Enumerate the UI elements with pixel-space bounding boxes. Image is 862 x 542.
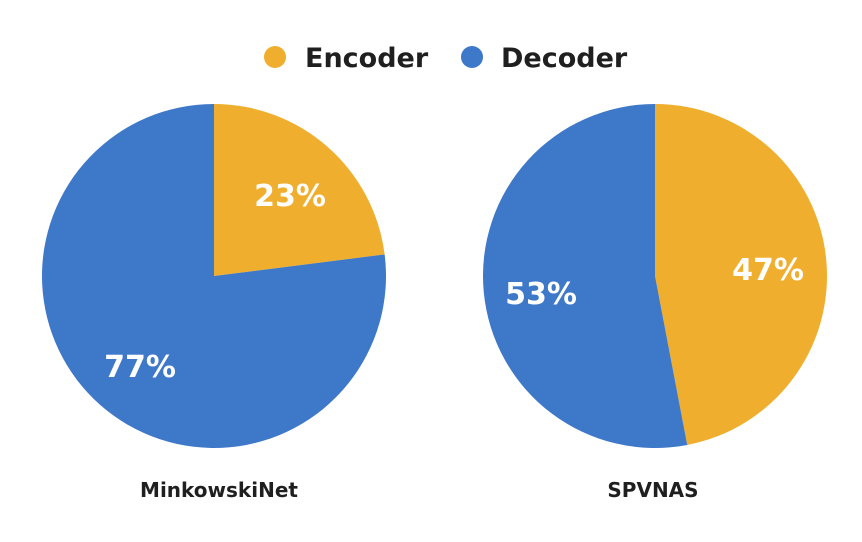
legend-label-encoder: Encoder — [305, 43, 429, 74]
pie-slice-encoder — [214, 104, 385, 276]
pie-slice-decoder — [482, 104, 688, 448]
legend-swatch-decoder — [461, 46, 483, 68]
legend-label-decoder: Decoder — [501, 43, 628, 74]
pie-chart-minkowskinet: 23% 77% — [41, 104, 386, 448]
chart-title-spvnas: SPVNAS — [607, 478, 698, 502]
slice-label-encoder: 47% — [732, 253, 804, 288]
slice-label-decoder: 77% — [104, 350, 176, 385]
pie-slice-decoder — [41, 104, 386, 448]
slice-label-decoder: 53% — [505, 277, 577, 312]
chart-title-minkowskinet: MinkowskiNet — [140, 478, 298, 502]
legend: Encoder Decoder — [264, 43, 628, 74]
pie-slice-encoder — [655, 104, 827, 445]
slice-label-encoder: 23% — [254, 179, 326, 214]
pie-chart-spvnas: 47% 53% — [482, 104, 827, 448]
legend-swatch-encoder — [264, 46, 286, 68]
